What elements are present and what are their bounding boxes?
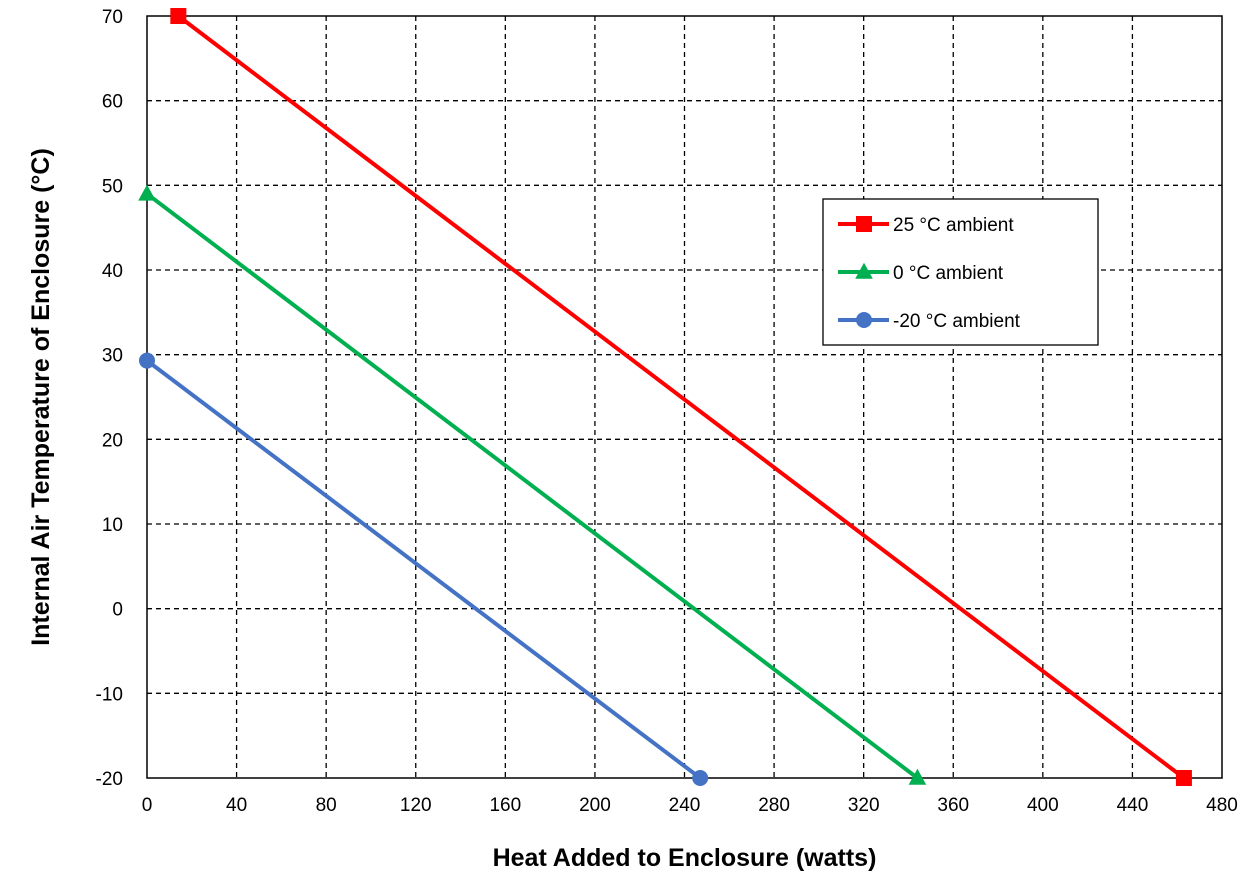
y-tick-label: 20 — [102, 430, 123, 451]
series-group — [138, 8, 1192, 786]
x-axis-ticks: 0 40 80 120 160 200 240 280 320 360 400 440 480 — [142, 795, 1238, 816]
legend-label: 0 °C ambient — [893, 263, 1004, 284]
data-point — [138, 184, 156, 201]
gridlines — [147, 16, 1222, 778]
x-tick-label: 280 — [758, 795, 790, 816]
x-tick-label: 40 — [226, 795, 247, 816]
data-point — [908, 768, 927, 785]
legend-marker — [856, 216, 872, 232]
y-tick-label: 70 — [102, 7, 123, 28]
series-1 — [138, 184, 927, 785]
data-point — [1175, 770, 1192, 786]
y-tick-label: 60 — [102, 92, 123, 113]
legend-marker — [856, 312, 872, 328]
x-tick-label: 360 — [937, 795, 969, 816]
x-tick-label: 160 — [489, 795, 521, 816]
legend-item: 25 °C ambient — [838, 215, 1014, 236]
legend-item: 0 °C ambient — [838, 262, 1004, 284]
data-point — [170, 8, 187, 24]
data-point — [692, 770, 709, 786]
x-tick-label: 120 — [400, 795, 432, 816]
x-tick-label: 80 — [316, 795, 337, 816]
legend-marker — [855, 262, 873, 279]
x-tick-label: 480 — [1206, 795, 1238, 816]
series-2 — [139, 352, 709, 786]
y-tick-label: 0 — [112, 600, 123, 621]
legend-item: -20 °C ambient — [838, 311, 1021, 332]
legend-label: 25 °C ambient — [893, 215, 1014, 236]
x-tick-label: 240 — [669, 795, 701, 816]
y-tick-label: 10 — [102, 515, 123, 536]
y-tick-label: -20 — [96, 769, 123, 790]
series-line — [145, 358, 702, 780]
y-tick-label: 40 — [102, 261, 123, 282]
legend-label: -20 °C ambient — [893, 311, 1021, 332]
series-0 — [170, 8, 1192, 786]
y-tick-label: -10 — [96, 684, 123, 705]
series-line — [145, 192, 919, 780]
x-axis-title: Heat Added to Enclosure (watts) — [493, 844, 877, 872]
y-tick-label: 50 — [102, 176, 123, 197]
x-tick-label: 200 — [579, 795, 611, 816]
y-axis-title: Internal Air Temperature of Enclosure (°… — [27, 148, 55, 646]
x-tick-label: 400 — [1027, 795, 1059, 816]
x-tick-label: 440 — [1117, 795, 1149, 816]
legend: 25 °C ambient 0 °C ambient -20 °C ambient — [822, 198, 1099, 346]
y-axis-ticks: -20 -10 0 10 20 30 40 50 60 70 — [96, 7, 123, 790]
data-point — [139, 352, 155, 369]
series-line — [177, 14, 1186, 780]
x-tick-label: 0 — [142, 795, 153, 816]
y-tick-label: 30 — [102, 346, 123, 367]
x-tick-label: 320 — [848, 795, 880, 816]
plot-area — [146, 15, 1223, 779]
